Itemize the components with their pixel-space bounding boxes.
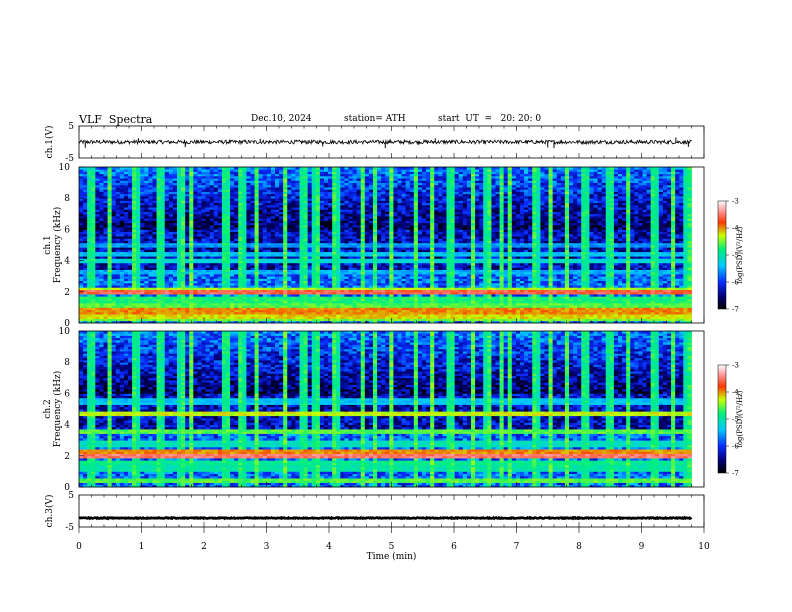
ch2-colorbar-label: log(PSD)(V²/Hz) — [736, 226, 744, 283]
ch3-colorbar — [718, 365, 726, 473]
ch3-colorbar-tick-label: -7 — [732, 470, 739, 478]
x-axis-tick-label: 2 — [201, 542, 207, 552]
x-axis-tick-label: 7 — [514, 542, 520, 552]
ch4-ytick-top: 5 — [68, 491, 74, 501]
ch3-ylabel-frequency: Frequency (kHz) — [52, 371, 63, 448]
ch3-spectrogram-cells — [79, 331, 692, 487]
x-axis-tick-label: 0 — [76, 542, 82, 552]
ch2-ytick-label: 4 — [64, 257, 70, 267]
ch1-ytick-top: 5 — [68, 122, 74, 132]
x-axis-tick-label: 4 — [326, 542, 332, 552]
ch2-ylabel-frequency: Frequency (kHz) — [52, 207, 63, 284]
ch3-colorbar-tick-label: -3 — [732, 362, 739, 370]
ch1-ylabel: ch.1(V) — [44, 126, 55, 159]
ch2-ytick-label: 2 — [64, 288, 70, 298]
ch2-spectrogram-cells — [79, 167, 692, 323]
x-axis-tick-label: 9 — [639, 542, 645, 552]
x-axis-tick-label: 3 — [264, 542, 270, 552]
x-axis-tick-label: 5 — [389, 542, 395, 552]
ch3-ytick-label: 2 — [64, 452, 70, 462]
x-axis-tick-label: 1 — [139, 542, 145, 552]
ch2-ytick-label: 8 — [64, 194, 70, 204]
ch2-colorbar — [718, 201, 726, 309]
ch4-ytick-bottom: -5 — [65, 523, 74, 533]
ch4-ylabel: ch.3(V) — [44, 495, 55, 528]
x-axis-tick-label: 8 — [576, 542, 582, 552]
x-axis-tick-label: 6 — [451, 542, 457, 552]
ch3-ytick-label: 6 — [64, 389, 70, 399]
x-axis-label: Time (min) — [367, 551, 417, 562]
ch2-colorbar-tick-label: -3 — [732, 198, 739, 206]
ch3-ytick-label: 10 — [59, 327, 71, 337]
x-axis-tick-label: 10 — [698, 542, 710, 552]
ch3-ytick-label: 8 — [64, 358, 70, 368]
vlf-spectra-figure: 5-5ch.1(V)0246810ch.1 Frequency (kHz)-3-4… — [0, 0, 792, 612]
ch2-colorbar-tick-label: -7 — [732, 306, 739, 314]
ch2-ylabel-channel: ch.1 — [43, 235, 53, 254]
ch2-ytick-label: 6 — [64, 225, 70, 235]
ch3-ylabel-channel: ch.2 — [43, 399, 53, 418]
ch4-trace — [79, 518, 692, 519]
ch2-ytick-label: 10 — [59, 163, 71, 173]
ch3-ytick-label: 4 — [64, 421, 70, 431]
ch3-colorbar-label: log(PSD)(V²/Hz) — [736, 390, 744, 447]
